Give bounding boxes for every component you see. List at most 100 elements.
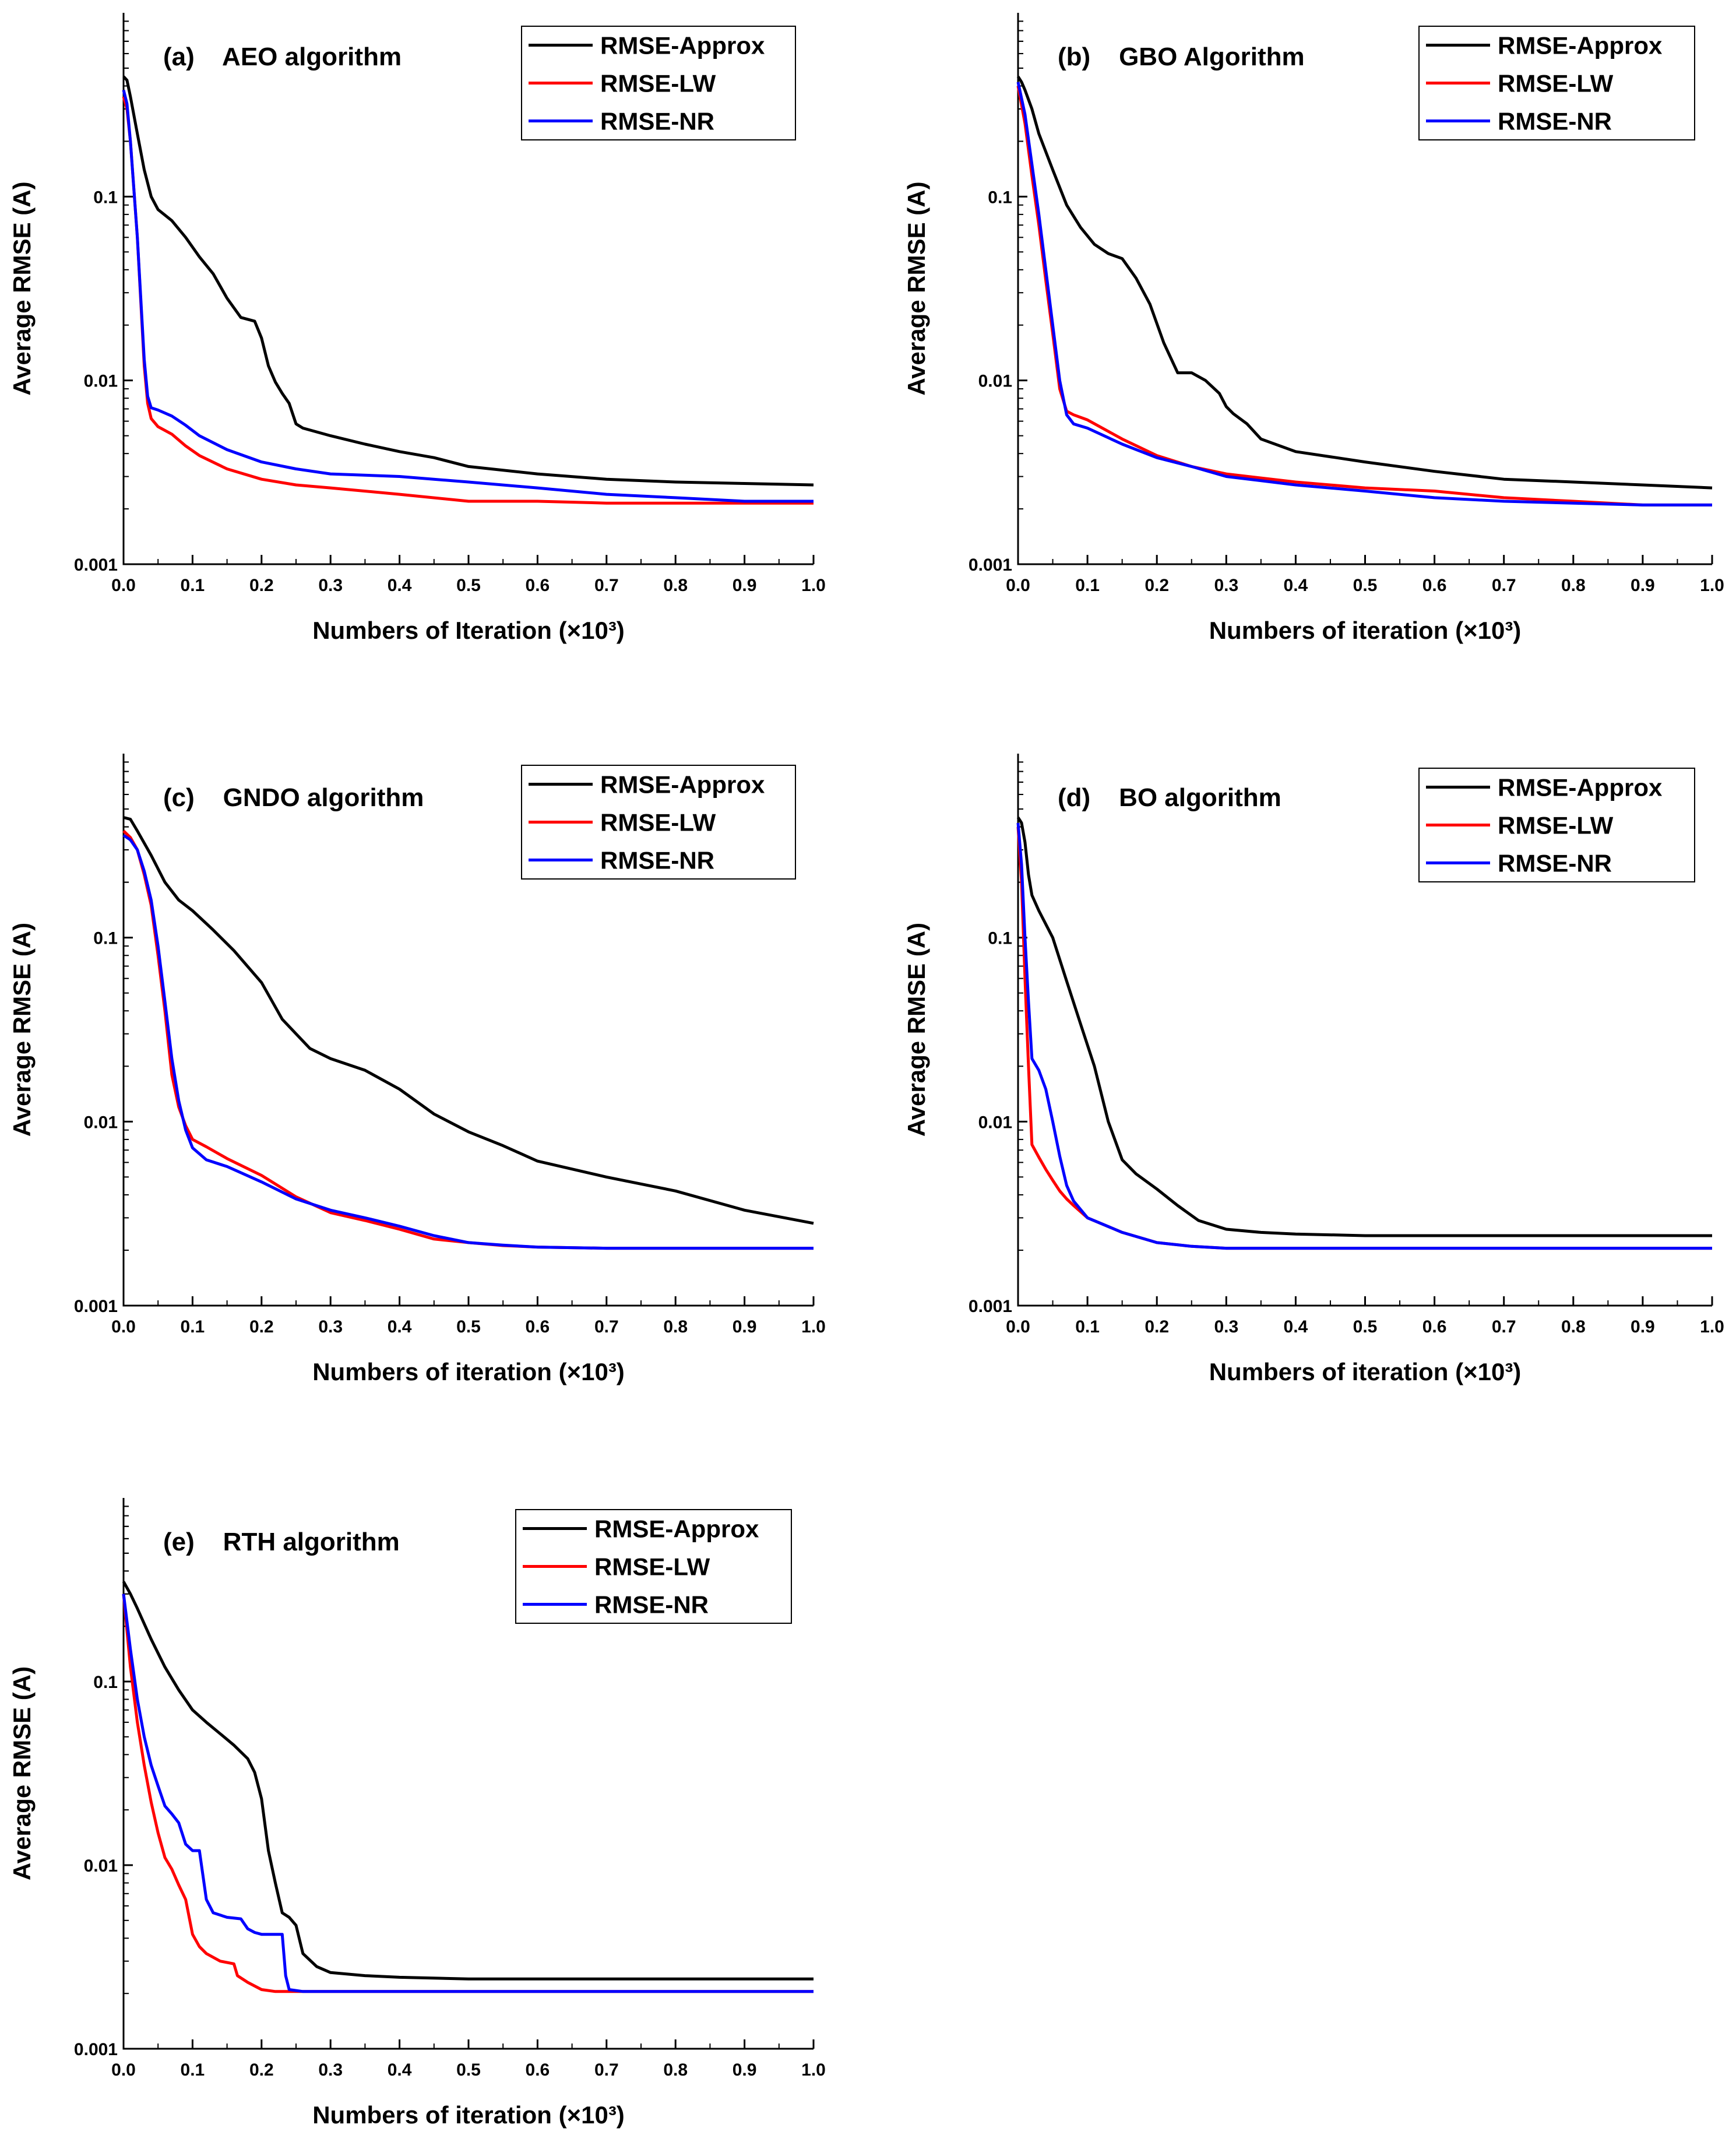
x-tick-label: 0.4	[388, 2060, 412, 2080]
x-tick-label: 0.5	[456, 2060, 481, 2080]
y-tick-label: 0.001	[74, 555, 118, 575]
x-tick-label: 0.8	[1561, 1317, 1586, 1336]
x-tick-label: 0.7	[594, 1317, 619, 1336]
x-tick-label: 0.4	[1284, 1317, 1308, 1336]
x-tick-label: 0.9	[733, 1317, 757, 1336]
y-axis-title: Average RMSE (A)	[8, 1666, 36, 1880]
x-tick-label: 0.1	[181, 576, 205, 595]
series-line-rmse-lw	[1016, 826, 1712, 1250]
x-tick-label: 0.9	[733, 576, 757, 595]
legend-label: RMSE-LW	[1498, 812, 1614, 839]
legend-label: RMSE-Approx	[1498, 32, 1663, 59]
y-tick-label: 0.001	[969, 1297, 1012, 1316]
x-tick-label: 1.0	[801, 576, 826, 595]
x-tick-label: 0.1	[181, 2060, 205, 2080]
panel-title: (b) GBO Algorithm	[1058, 43, 1305, 71]
series-line-rmse-lw	[122, 1594, 814, 1993]
x-axis-title: Numbers of iteration (×10³)	[312, 1358, 625, 1385]
x-tick-label: 0.6	[526, 2060, 550, 2080]
x-tick-label: 0.8	[663, 1317, 688, 1336]
legend-label: RMSE-LW	[600, 809, 716, 836]
x-tick-label: 0.6	[1422, 1317, 1447, 1336]
x-tick-label: 0.7	[1492, 576, 1516, 595]
x-tick-label: 0.0	[111, 1317, 136, 1336]
y-axis-title: Average RMSE (A)	[903, 923, 930, 1137]
x-tick-label: 0.9	[1631, 1317, 1655, 1336]
x-tick-label: 0.7	[594, 2060, 619, 2080]
x-tick-label: 0.3	[318, 576, 343, 595]
x-tick-label: 0.0	[1006, 1317, 1030, 1336]
x-tick-label: 1.0	[801, 2060, 826, 2080]
x-tick-label: 0.8	[663, 2060, 688, 2080]
x-tick-label: 0.2	[249, 576, 274, 595]
legend-label: RMSE-LW	[594, 1553, 710, 1581]
chart-panel-3: 0.0 0.1 0.2 0.3 0.4 0.5 0.6 0.7 0.8 0.9 1.0 0.001 0.…	[903, 754, 1724, 1385]
x-tick-label: 0.9	[733, 2060, 757, 2080]
y-axis-title: Average RMSE (A)	[903, 181, 930, 395]
panel-title: (e) RTH algorithm	[163, 1528, 400, 1556]
y-tick-label: 0.1	[93, 929, 118, 948]
x-tick-label: 0.8	[663, 576, 688, 595]
panel-title: (a) AEO algorithm	[163, 43, 402, 71]
legend-label: RMSE-NR	[1498, 850, 1612, 877]
y-tick-label: 0.01	[84, 1113, 118, 1132]
y-tick-label: 0.001	[74, 2040, 118, 2059]
x-tick-label: 0.4	[388, 576, 412, 595]
x-tick-label: 0.3	[318, 2060, 343, 2080]
y-axis-title: Average RMSE (A)	[8, 923, 36, 1137]
panel-title: (d) BO algorithm	[1058, 783, 1281, 812]
x-tick-label: 0.1	[1075, 1317, 1100, 1336]
x-tick-label: 0.2	[249, 1317, 274, 1336]
x-tick-label: 0.8	[1561, 576, 1586, 595]
legend-label: RMSE-NR	[600, 108, 714, 135]
chart-panel-2: 0.0 0.1 0.2 0.3 0.4 0.5 0.6 0.7 0.8 0.9 1.0 0.001 0.…	[8, 754, 826, 1385]
chart-panel-1: 0.0 0.1 0.2 0.3 0.4 0.5 0.6 0.7 0.8 0.9 1.0 0.001 0.…	[903, 13, 1724, 644]
x-tick-label: 0.6	[526, 576, 550, 595]
x-tick-label: 0.6	[1422, 576, 1447, 595]
legend-label: RMSE-NR	[1498, 108, 1612, 135]
x-tick-label: 0.2	[1145, 576, 1169, 595]
chart-panel-4: 0.0 0.1 0.2 0.3 0.4 0.5 0.6 0.7 0.8 0.9 1.0 0.001 0.…	[8, 1498, 826, 2129]
series-line-rmse-nr	[122, 834, 814, 1250]
x-tick-label: 0.7	[594, 576, 619, 595]
series-line-rmse-approx	[1016, 76, 1713, 490]
y-tick-label: 0.01	[84, 1856, 118, 1876]
x-tick-label: 1.0	[801, 1317, 826, 1336]
x-tick-label: 0.4	[1284, 576, 1308, 595]
legend-label: RMSE-Approx	[594, 1515, 759, 1543]
series-line-rmse-lw	[122, 829, 814, 1250]
x-tick-label: 0.4	[388, 1317, 412, 1336]
legend-label: RMSE-NR	[594, 1591, 709, 1619]
legend-label: RMSE-Approx	[600, 32, 765, 59]
x-axis-title: Numbers of iteration (×10³)	[312, 2101, 625, 2129]
chart-panel-0: 0.0 0.1 0.2 0.3 0.4 0.5 0.6 0.7 0.8 0.9 1.0 0.001 0.…	[8, 13, 826, 644]
series-line-rmse-approx	[1016, 817, 1712, 1237]
series-line-rmse-approx	[122, 1581, 814, 1981]
series-line-rmse-lw	[1016, 86, 1712, 507]
x-tick-label: 0.5	[1353, 1317, 1378, 1336]
y-axis-title: Average RMSE (A)	[8, 181, 36, 395]
x-tick-label: 0.1	[181, 1317, 205, 1336]
x-tick-label: 1.0	[1700, 1317, 1724, 1336]
x-tick-label: 0.2	[1145, 1317, 1169, 1336]
y-tick-label: 0.1	[988, 188, 1012, 207]
x-tick-label: 0.2	[249, 2060, 274, 2080]
legend-label: RMSE-Approx	[600, 771, 765, 799]
panel-title: (c) GNDO algorithm	[163, 783, 424, 812]
x-tick-label: 0.1	[1075, 576, 1100, 595]
x-tick-label: 0.7	[1492, 1317, 1516, 1336]
y-tick-label: 0.01	[978, 372, 1012, 391]
legend-label: RMSE-NR	[600, 847, 714, 874]
series-line-rmse-nr	[1016, 82, 1712, 507]
y-tick-label: 0.001	[74, 1297, 118, 1316]
series-line-rmse-nr	[1016, 822, 1712, 1250]
y-tick-label: 0.1	[988, 929, 1012, 948]
legend-label: RMSE-LW	[1498, 70, 1614, 97]
y-tick-label: 0.01	[84, 372, 118, 391]
x-tick-label: 0.5	[456, 1317, 481, 1336]
y-tick-label: 0.01	[978, 1113, 1012, 1132]
y-tick-label: 0.1	[93, 1673, 118, 1692]
x-tick-label: 1.0	[1700, 576, 1724, 595]
y-tick-label: 0.1	[93, 188, 118, 207]
